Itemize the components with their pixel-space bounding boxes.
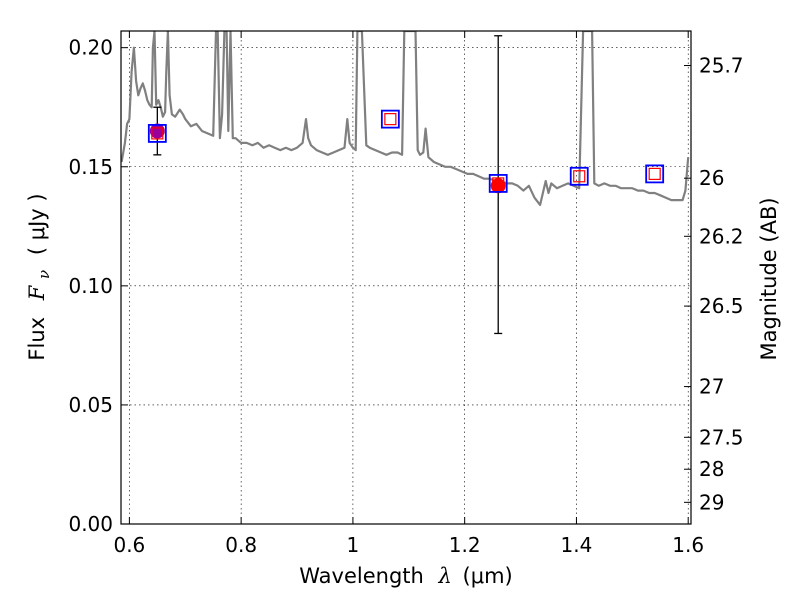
y-tick-label: 0.15 <box>68 155 113 179</box>
right-tick-label: 29 <box>699 490 724 514</box>
model-photometry-point <box>151 127 164 140</box>
plot-frame <box>120 30 692 525</box>
x-axis-label-prefix: Wavelength <box>299 564 424 588</box>
x-tick-label: 0.6 <box>113 533 145 557</box>
errorbar-layer <box>147 35 665 335</box>
model-photometry-point <box>384 113 397 126</box>
x-axis-label-symbol: λ <box>438 564 452 588</box>
model-photometry-box <box>488 174 508 193</box>
y-tick-label: 0.05 <box>68 393 113 417</box>
model-photometry-point <box>573 170 586 183</box>
model-photometry-point <box>648 167 661 180</box>
right-tick-label: 28 <box>699 457 724 481</box>
y-tick-label: 0.00 <box>68 512 113 536</box>
y-tick-label: 0.20 <box>68 36 113 60</box>
x-tick-label: 0.8 <box>225 533 257 557</box>
right-tick-label: 26.5 <box>699 294 744 318</box>
y-axis-label-right: Magnitude (AB) <box>757 197 781 360</box>
right-tick-label: 26 <box>699 166 724 190</box>
model-photometry-point <box>492 177 505 190</box>
observed-point <box>490 178 506 194</box>
right-tick-label: 27 <box>699 375 724 399</box>
y-axis-label-subscript: ν <box>35 270 53 279</box>
plot-background <box>121 31 691 524</box>
y-axis-label: Flux F ν ( μJy ) <box>25 193 54 360</box>
x-axis-label-unit: (μm) <box>463 564 513 588</box>
model-photometry-box <box>645 164 665 184</box>
x-tick-label: 1 <box>347 533 360 557</box>
y-axis-label-unit: ( μJy ) <box>25 193 49 255</box>
tick-layer: 0.6 0.8 1 1.2 1.4 1.6 0.00 0.05 0.10 0.15 0.20 25.7… <box>68 31 744 557</box>
model-photometry-box <box>147 124 167 143</box>
right-tick-label: 25.7 <box>699 54 744 78</box>
x-tick-label: 1.4 <box>561 533 593 557</box>
model-photometry-box <box>380 109 400 129</box>
x-tick-label: 1.6 <box>672 533 704 557</box>
y-axis-label-prefix: Flux <box>25 317 49 361</box>
x-axis-label: Wavelength λ (μm) <box>299 564 512 588</box>
right-tick-label: 27.5 <box>699 425 744 449</box>
right-tick-label: 26.2 <box>699 224 744 248</box>
y-axis-label-symbol: F <box>25 284 49 301</box>
y-tick-label: 0.10 <box>68 274 113 298</box>
observed-point <box>149 123 165 139</box>
x-tick-label: 1.2 <box>449 533 481 557</box>
model-photometry-box <box>569 166 589 186</box>
